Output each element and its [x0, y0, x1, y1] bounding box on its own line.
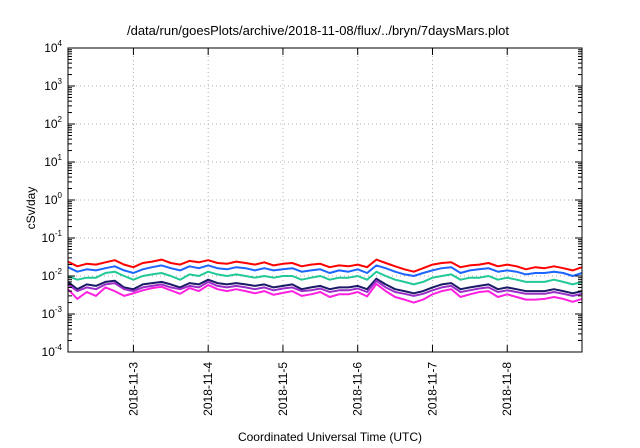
grid [68, 48, 582, 352]
y-tick-label: 10-4 [42, 343, 63, 359]
y-tick-label: 100 [44, 191, 62, 207]
series-line-4 [67, 277, 583, 295]
x-tick-label: 2018-11-6 [351, 362, 365, 416]
x-tick-label: 2018-11-7 [425, 362, 439, 416]
series-group [67, 258, 583, 304]
x-tick-label: 2018-11-5 [276, 362, 290, 416]
chart-title: /data/run/goesPlots/archive/2018-11-08/f… [127, 23, 509, 38]
x-tick-label: 2018-11-8 [500, 362, 514, 416]
series-line-2 [67, 264, 583, 277]
y-tick-label: 10-1 [42, 229, 63, 245]
series-line-5 [67, 279, 583, 297]
y-tick-label: 10-2 [42, 267, 63, 283]
series-line-3 [67, 270, 583, 286]
x-tick-label: 2018-11-4 [201, 362, 215, 416]
y-axis-label: cSv/day [24, 187, 38, 230]
x-tick-labels: 2018-11-3 2018-11-4 2018-11-5 2018-11-6 2018… [126, 362, 514, 416]
series-line-6 [67, 282, 583, 304]
y-tick-labels: 10-4 10-3 10-2 10-1 100 101 102 103 104 [42, 39, 63, 359]
y-tick-label: 102 [44, 115, 62, 131]
y-tick-label: 104 [44, 39, 62, 55]
x-axis-label: Coordinated Universal Time (UTC) [238, 430, 422, 444]
y-tick-label: 103 [44, 77, 62, 93]
series-line-1 [67, 258, 583, 273]
x-tick-label: 2018-11-3 [126, 362, 140, 416]
ticks [68, 47, 582, 353]
y-tick-label: 10-3 [42, 305, 63, 321]
y-tick-label: 101 [44, 153, 62, 169]
